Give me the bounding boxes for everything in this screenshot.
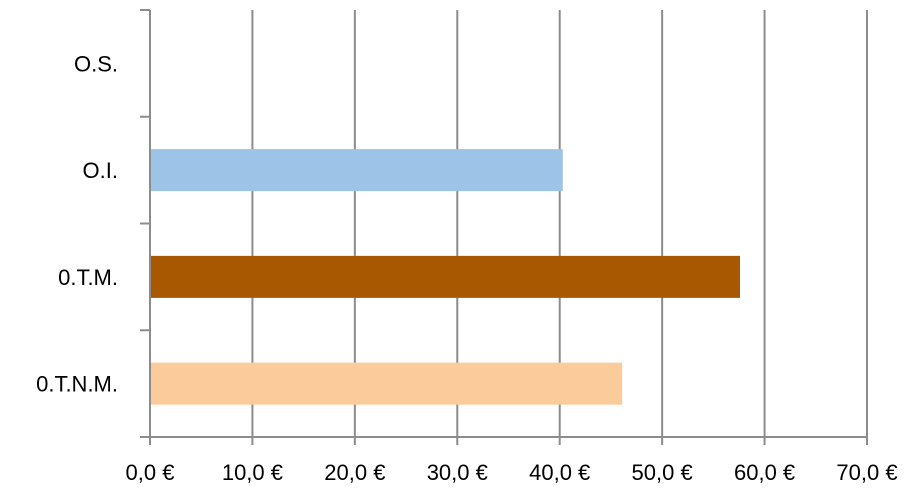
category-labels: O.S. O.I. 0.T.M. 0.T.N.M. — [36, 51, 118, 396]
bar — [151, 255, 740, 298]
category-label: O.I. — [83, 158, 118, 183]
x-tick-label: 40,0 € — [529, 460, 590, 485]
category-label: 0.T.N.M. — [36, 372, 118, 397]
bars — [151, 149, 740, 405]
x-tick-label: 0,0 € — [126, 460, 175, 485]
x-tick-label: 10,0 € — [222, 460, 283, 485]
x-tick-label: 20,0 € — [324, 460, 385, 485]
x-tick-label: 70,0 € — [836, 460, 897, 485]
x-tick-labels: 0,0 € 10,0 € 20,0 € 30,0 € 40,0 € 50,0 € 60,0 … — [126, 460, 898, 485]
x-tick-label: 30,0 € — [427, 460, 488, 485]
bar — [151, 362, 623, 405]
x-tick-label: 60,0 € — [734, 460, 795, 485]
category-label: 0.T.M. — [58, 265, 118, 290]
category-label: O.S. — [74, 51, 118, 76]
vertical-gridlines — [251, 10, 868, 445]
axes — [140, 9, 867, 445]
bar — [151, 149, 563, 192]
x-tick-label: 50,0 € — [632, 460, 693, 485]
